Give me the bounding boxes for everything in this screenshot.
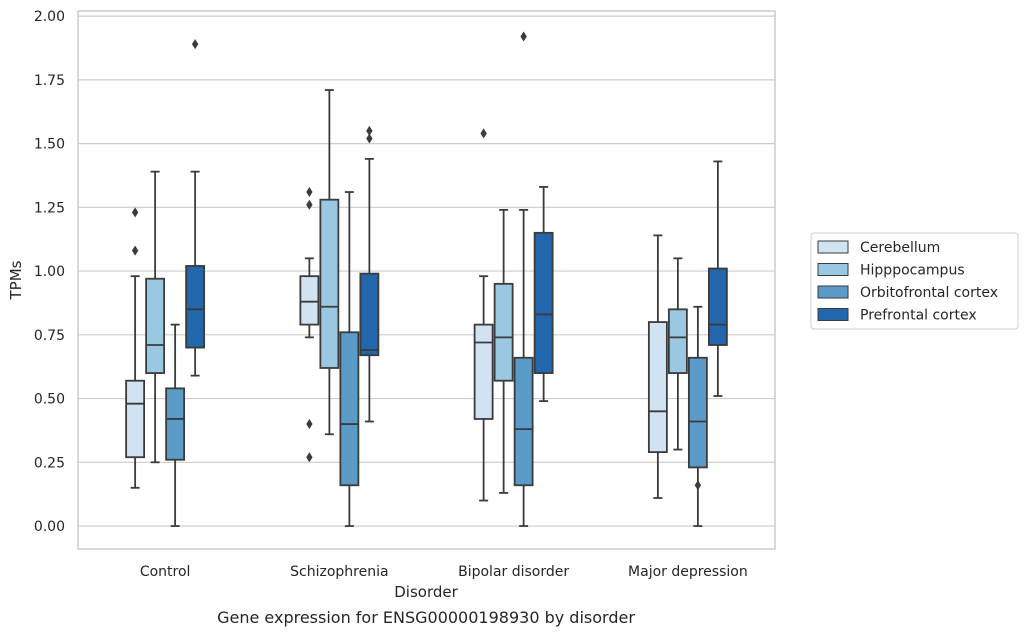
y-tick-label: 1.50 xyxy=(34,137,65,153)
x-tick-label: Bipolar disorder xyxy=(458,564,569,580)
box-2-0 xyxy=(473,128,494,502)
legend: Cerebellum Hipppocampus Orbitofrontal cort… xyxy=(810,232,1019,330)
outlier-point xyxy=(131,207,139,218)
box-body xyxy=(687,356,708,469)
outlier-point xyxy=(306,419,313,430)
y-tick-label: 1.75 xyxy=(34,73,65,89)
y-tick-label: 0.75 xyxy=(34,328,65,344)
box-body xyxy=(359,272,380,357)
y-axis-ticks: 0.00 0.25 0.50 0.75 1.00 1.25 1.50 1.75 2.00 xyxy=(34,9,65,535)
x-tick-label: Control xyxy=(140,564,191,580)
box-0-1 xyxy=(145,170,166,464)
x-axis-ticks: Control Schizophrenia Bipolar disorder Majo… xyxy=(140,564,748,580)
box-1-0 xyxy=(299,187,320,463)
y-tick-label: 1.25 xyxy=(34,200,65,216)
box-0-2 xyxy=(165,323,186,527)
outlier-point xyxy=(480,128,487,139)
box-body xyxy=(647,321,668,454)
box-1-3 xyxy=(359,125,380,423)
outlier-point xyxy=(366,125,373,136)
x-axis-title: Disorder xyxy=(394,583,458,601)
box-1-2 xyxy=(339,191,360,527)
box-series xyxy=(125,31,728,527)
outlier-point xyxy=(694,480,702,491)
legend-label: Orbitofrontal cortex xyxy=(860,285,998,301)
legend-swatch xyxy=(817,308,849,321)
outlier-point xyxy=(306,199,313,210)
legend-label: Prefrontal cortex xyxy=(860,308,977,324)
box-0-3 xyxy=(185,39,206,377)
outlier-point xyxy=(306,187,313,198)
box-body xyxy=(299,275,320,326)
outlier-point xyxy=(306,452,313,463)
box-0-0 xyxy=(125,207,146,489)
box-body xyxy=(533,231,554,374)
box-1-1 xyxy=(319,89,340,436)
legend-frame xyxy=(810,232,1019,330)
y-tick-label: 0.50 xyxy=(34,392,65,408)
box-2-3 xyxy=(533,186,554,403)
box-body xyxy=(707,267,728,346)
outlier-point xyxy=(131,245,139,256)
box-body xyxy=(145,277,166,374)
y-tick-label: 1.00 xyxy=(34,264,65,280)
plot-area xyxy=(77,10,776,550)
box-body xyxy=(165,387,186,461)
box-body xyxy=(473,323,494,420)
box-body xyxy=(667,308,688,374)
y-tick-label: 2.00 xyxy=(34,9,65,25)
legend-swatch xyxy=(817,240,849,254)
box-2-2 xyxy=(513,31,534,527)
chart-caption: Gene expression for ENSG00000198930 by d… xyxy=(217,608,635,627)
y-tick-label: 0.25 xyxy=(34,455,65,471)
box-body xyxy=(339,331,360,487)
x-tick-label: Major depression xyxy=(628,564,748,580)
box-body xyxy=(493,282,514,382)
box-3-0 xyxy=(647,234,668,499)
box-body xyxy=(125,379,146,459)
box-3-3 xyxy=(707,160,728,397)
outlier-point xyxy=(191,39,199,50)
y-tick-label: 0.00 xyxy=(34,519,65,535)
outlier-point xyxy=(366,133,373,144)
x-tick-label: Schizophrenia xyxy=(290,564,388,580)
legend-swatch xyxy=(817,263,849,276)
box-body xyxy=(513,356,534,487)
outlier-point xyxy=(520,31,527,42)
legend-swatch xyxy=(817,285,849,299)
box-3-2 xyxy=(687,305,708,527)
legend-label: Cerebellum xyxy=(860,240,940,256)
box-2-1 xyxy=(493,208,514,494)
box-body xyxy=(319,198,340,369)
box-3-1 xyxy=(667,257,688,451)
legend-label: Hipppocampus xyxy=(860,263,965,279)
y-axis-title: TPMs xyxy=(7,260,25,300)
box-body xyxy=(185,265,206,349)
